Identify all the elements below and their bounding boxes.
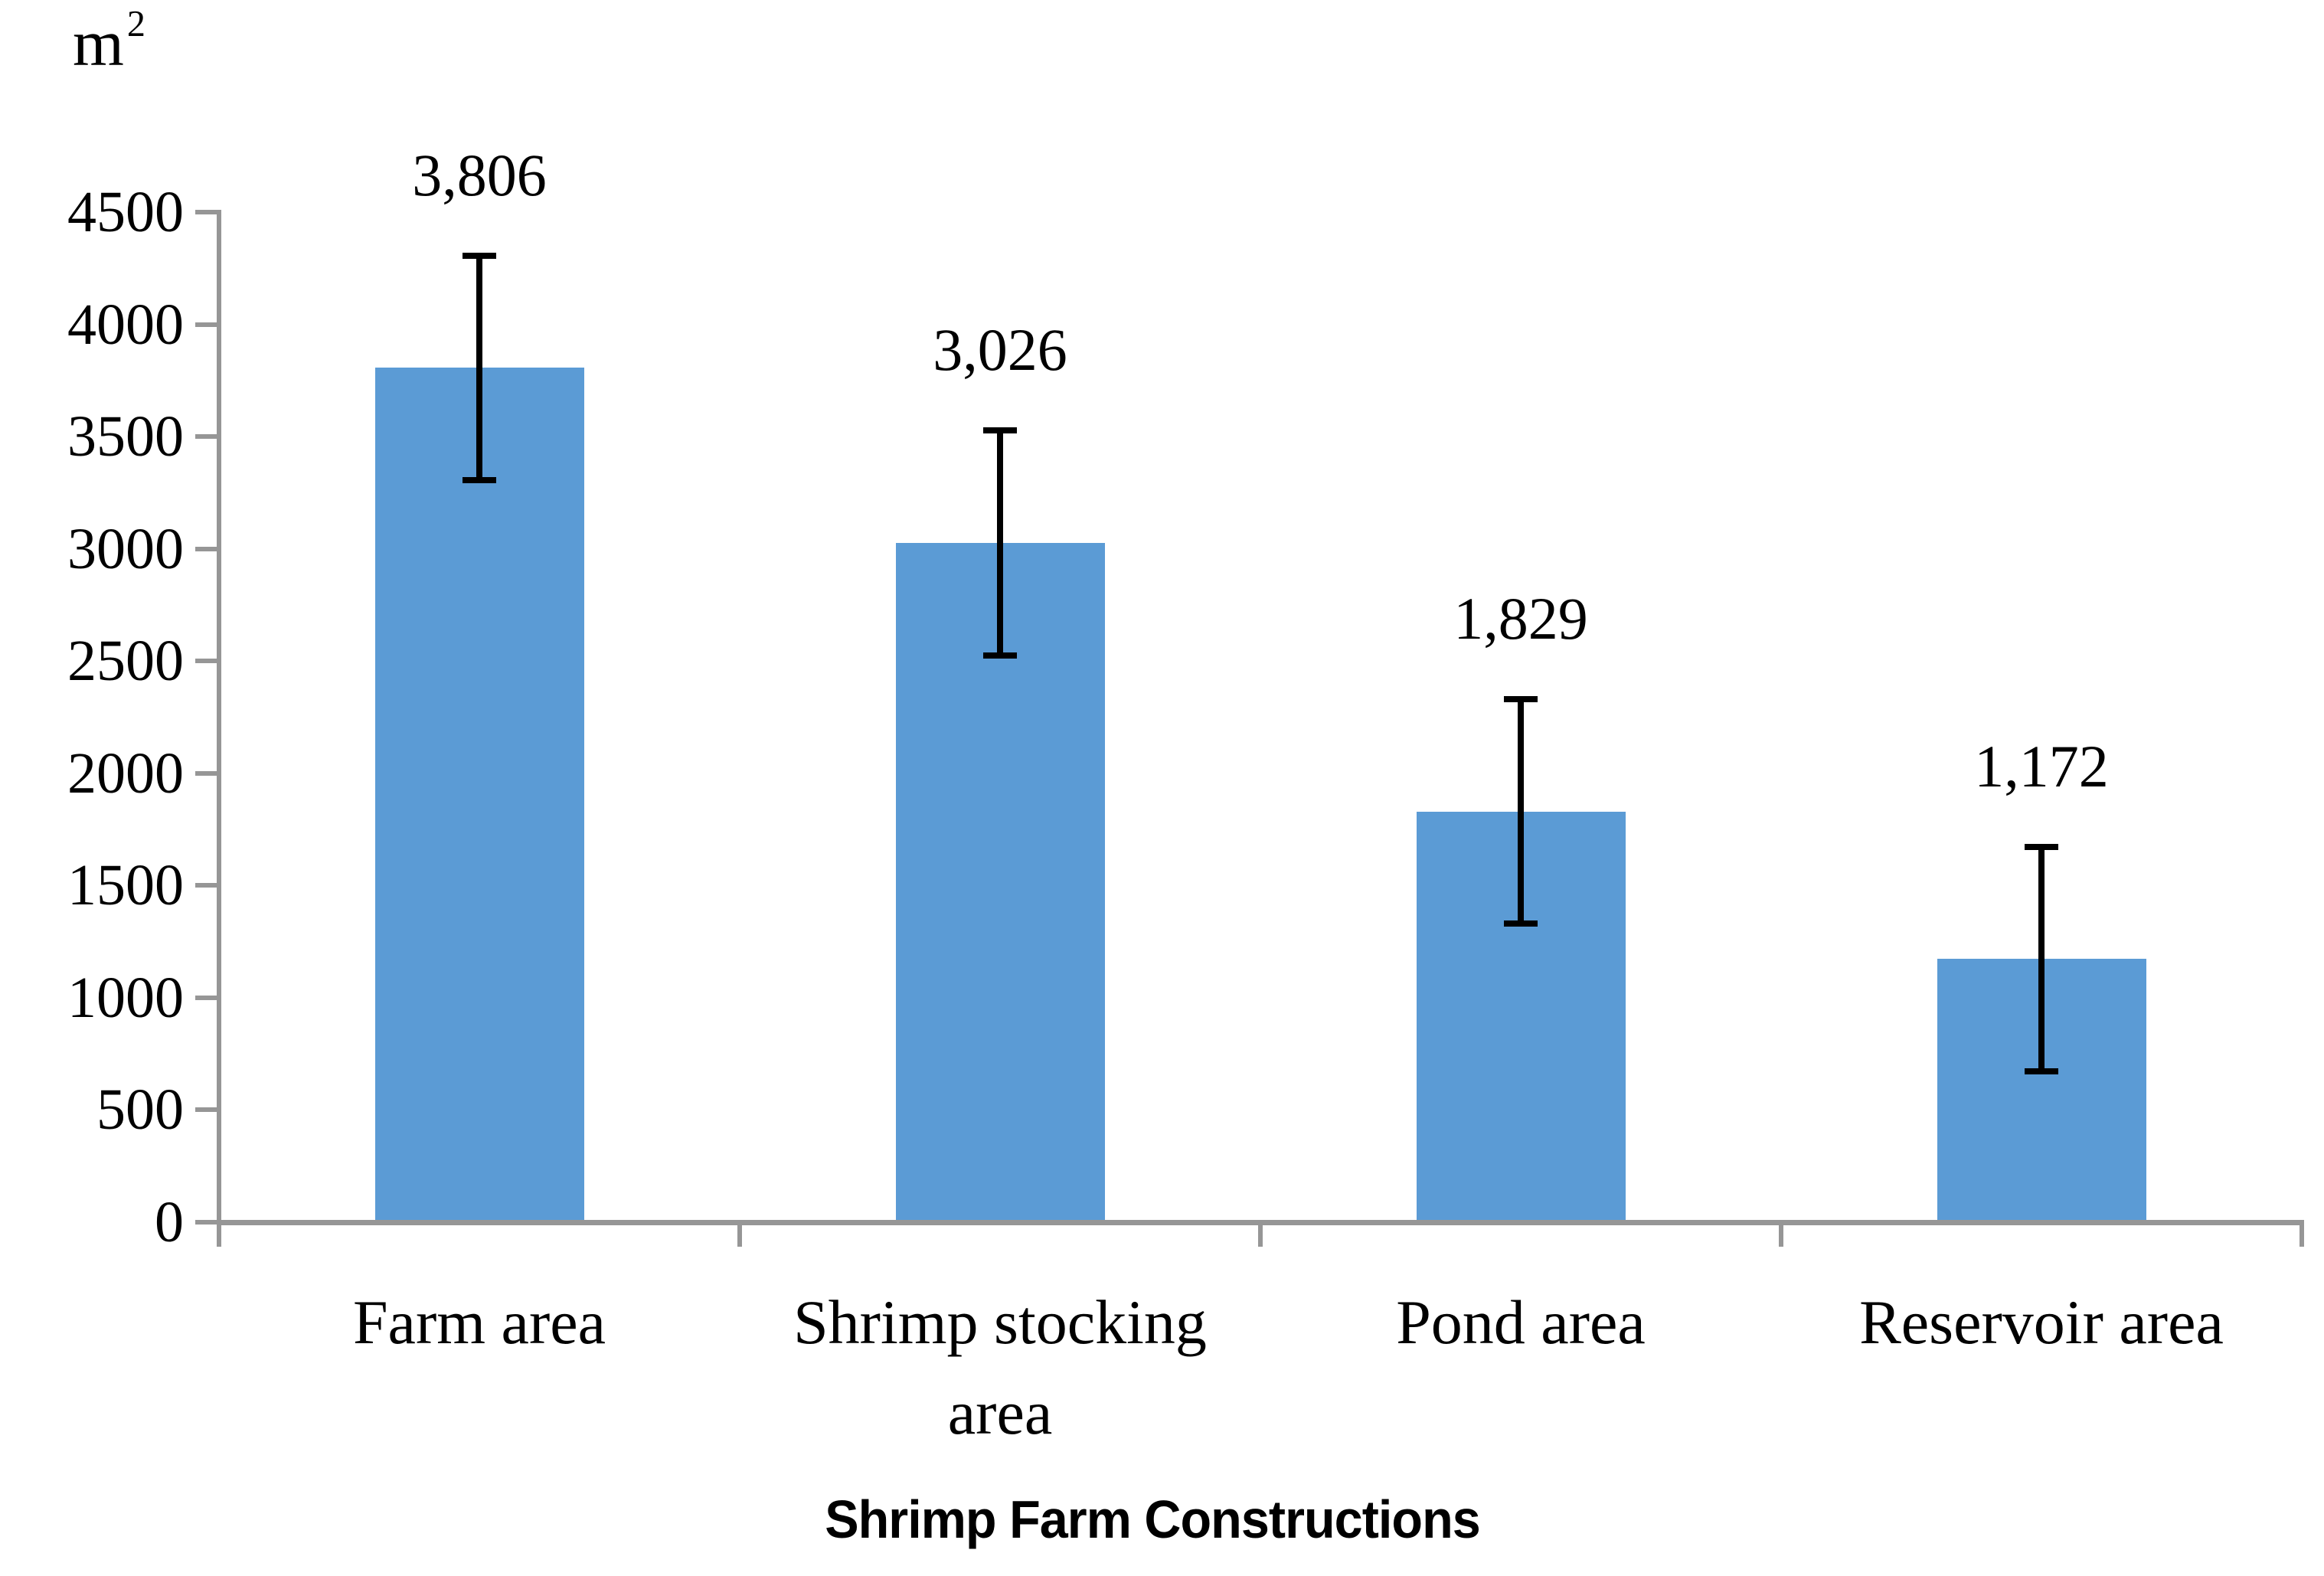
- bar-value-label: 3,026: [933, 316, 1067, 384]
- x-axis-tick: [2299, 1220, 2304, 1247]
- category-label: Reservoir area: [1796, 1277, 2286, 1368]
- category-label-line: Farm area: [352, 1287, 606, 1357]
- x-axis-tick: [1258, 1220, 1263, 1247]
- x-axis-line: [217, 1220, 2303, 1225]
- error-bar: [997, 430, 1003, 656]
- y-axis-tick: [195, 434, 219, 440]
- y-axis-tick-label: 2000: [67, 741, 184, 806]
- error-bar-cap-top: [983, 427, 1017, 434]
- y-axis-tick: [195, 322, 219, 327]
- y-axis-tick-label: 2500: [67, 629, 184, 694]
- category-label-line: area: [947, 1378, 1053, 1447]
- error-bar: [1518, 699, 1524, 924]
- error-bar-cap-top: [463, 252, 496, 259]
- error-bar-cap-top: [2025, 843, 2058, 850]
- bar: [374, 368, 584, 1222]
- y-axis-tick-label: 1500: [67, 853, 184, 918]
- y-axis-tick-label: 4500: [67, 180, 184, 244]
- category-label-line: Pond area: [1396, 1287, 1646, 1357]
- y-axis-tick-label: 500: [96, 1077, 184, 1143]
- error-bar-cap-bottom: [983, 652, 1017, 659]
- category-label-line: Reservoir area: [1859, 1287, 2224, 1357]
- error-bar-cap-bottom: [2025, 1068, 2058, 1075]
- y-axis-unit-exponent: 2: [126, 4, 145, 44]
- y-axis-tick-label: 0: [155, 1190, 184, 1254]
- y-axis-line: [217, 210, 221, 1225]
- error-bar-cap-top: [1504, 696, 1538, 703]
- y-axis-tick: [195, 210, 219, 214]
- x-axis-tick: [1779, 1220, 1783, 1247]
- category-label: Farm area: [234, 1277, 724, 1368]
- bar-value-label: 3,806: [412, 141, 547, 208]
- y-axis-unit-base: m: [73, 6, 124, 80]
- error-bar-cap-bottom: [463, 476, 496, 483]
- y-axis-tick: [195, 883, 219, 888]
- bar-value-label: 1,172: [1974, 732, 2109, 799]
- y-axis-tick-label: 3000: [67, 516, 184, 581]
- y-axis-tick-label: 1000: [67, 965, 184, 1030]
- category-label: Pond area: [1276, 1277, 1766, 1368]
- category-label-line: Shrimp stocking: [793, 1287, 1207, 1357]
- y-axis-tick: [195, 995, 219, 1000]
- y-axis-tick: [195, 546, 219, 551]
- error-bar: [2038, 846, 2045, 1072]
- category-label: Shrimp stocking area: [755, 1277, 1245, 1458]
- error-bar-cap-bottom: [1504, 920, 1538, 927]
- y-axis-tick: [195, 1107, 219, 1113]
- x-axis-title: Shrimp Farm Constructions: [825, 1489, 1481, 1549]
- y-axis-tick-label: 3500: [67, 404, 184, 469]
- y-axis-tick: [195, 659, 219, 664]
- bar-value-label: 1,829: [1453, 585, 1588, 652]
- y-axis-tick: [195, 1220, 219, 1225]
- y-axis-unit-label: m2: [73, 4, 145, 80]
- error-bar: [476, 255, 482, 480]
- x-axis-tick: [217, 1220, 221, 1247]
- x-axis-tick: [737, 1220, 742, 1247]
- y-axis-tick: [195, 770, 219, 776]
- y-axis-tick-label: 4000: [67, 292, 184, 357]
